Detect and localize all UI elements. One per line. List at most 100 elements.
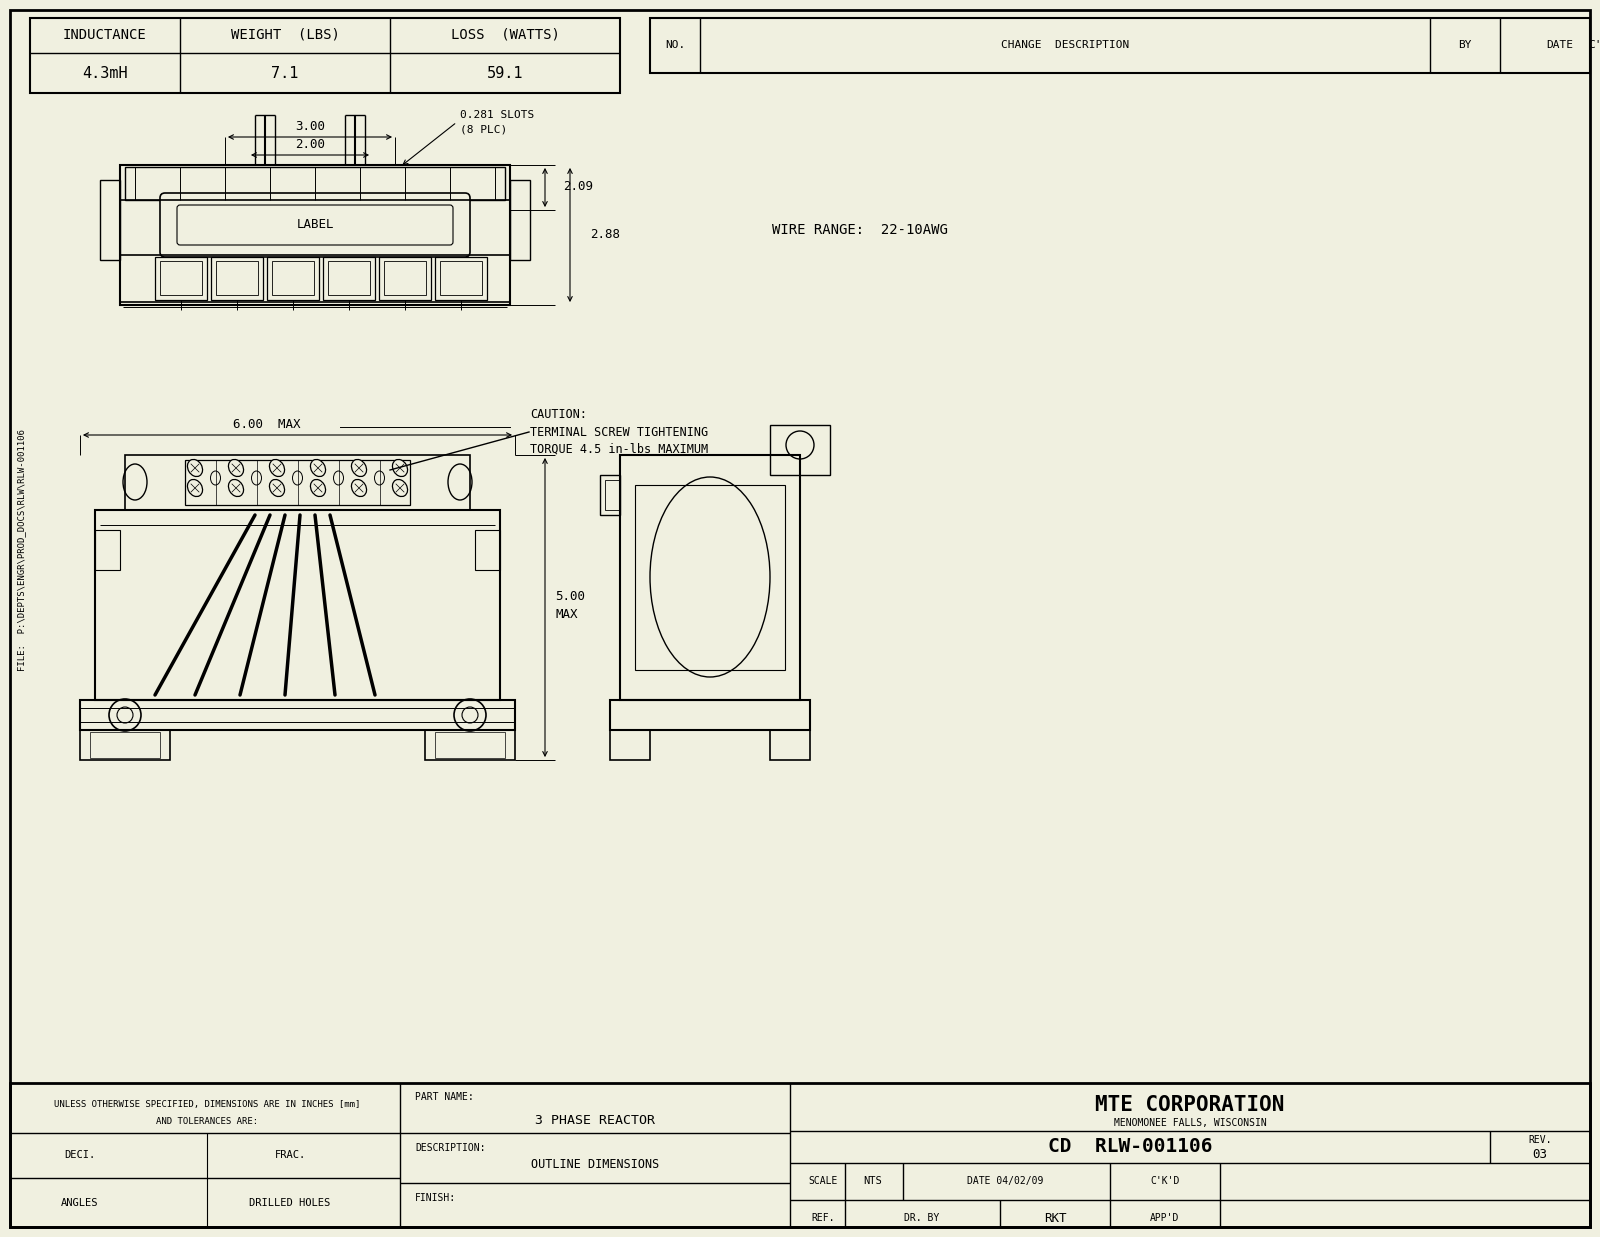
- Ellipse shape: [229, 459, 243, 476]
- Bar: [160, 261, 202, 294]
- Text: 5.00: 5.00: [555, 590, 586, 604]
- Text: NTS: NTS: [864, 1176, 882, 1186]
- Ellipse shape: [269, 480, 285, 496]
- Text: OUTLINE DIMENSIONS: OUTLINE DIMENSIONS: [531, 1159, 659, 1171]
- Text: 6.00  MAX: 6.00 MAX: [234, 418, 301, 432]
- Text: C'K'D: C'K'D: [1150, 1176, 1179, 1186]
- Text: 3 PHASE REACTOR: 3 PHASE REACTOR: [534, 1113, 654, 1127]
- Ellipse shape: [187, 459, 203, 476]
- Bar: [80, 700, 515, 730]
- Bar: [211, 257, 262, 301]
- Text: MAX: MAX: [555, 609, 578, 621]
- Text: UNLESS OTHERWISE SPECIFIED, DIMENSIONS ARE IN INCHES [mm]: UNLESS OTHERWISE SPECIFIED, DIMENSIONS A…: [54, 1101, 360, 1110]
- Bar: [440, 261, 482, 294]
- Text: (8 PLC): (8 PLC): [461, 125, 507, 135]
- Bar: [605, 480, 621, 510]
- Bar: [384, 261, 426, 294]
- FancyBboxPatch shape: [160, 193, 470, 257]
- Text: INDUCTANCE: INDUCTANCE: [62, 28, 147, 42]
- Bar: [475, 529, 499, 570]
- Text: DR. BY: DR. BY: [904, 1213, 939, 1223]
- Text: TORQUE 4.5 in-lbs MAXIMUM: TORQUE 4.5 in-lbs MAXIMUM: [530, 443, 709, 455]
- Bar: [600, 475, 621, 515]
- Text: CD  RLW-001106: CD RLW-001106: [1048, 1137, 1213, 1155]
- Bar: [435, 732, 506, 758]
- Bar: [650, 19, 1590, 73]
- Ellipse shape: [352, 459, 366, 476]
- Text: REF.: REF.: [811, 1213, 835, 1223]
- Text: BY: BY: [1458, 40, 1472, 49]
- Text: REV.: REV.: [1528, 1136, 1552, 1145]
- Ellipse shape: [392, 459, 408, 476]
- Ellipse shape: [392, 480, 408, 496]
- Text: MTE CORPORATION: MTE CORPORATION: [1096, 1095, 1285, 1115]
- Ellipse shape: [352, 480, 366, 496]
- Text: CAUTION:: CAUTION:: [530, 408, 587, 422]
- Ellipse shape: [269, 459, 285, 476]
- Bar: [621, 455, 800, 700]
- Text: DECI.: DECI.: [64, 1150, 96, 1160]
- Bar: [610, 730, 650, 760]
- Bar: [99, 181, 120, 260]
- Text: TERMINAL SCREW TIGHTENING: TERMINAL SCREW TIGHTENING: [530, 426, 709, 438]
- Bar: [426, 730, 515, 760]
- Text: CHANGE  DESCRIPTION: CHANGE DESCRIPTION: [1002, 40, 1130, 49]
- Text: FILE:  P:\DEPTS\ENGR\PROD_DOCS\RLW\RLW-001106: FILE: P:\DEPTS\ENGR\PROD_DOCS\RLW\RLW-00…: [18, 429, 27, 670]
- Text: DATE: DATE: [1547, 40, 1573, 49]
- Text: 4.3mH: 4.3mH: [82, 66, 128, 80]
- Text: 3.00: 3.00: [294, 120, 325, 134]
- Bar: [272, 261, 314, 294]
- Text: 59.1: 59.1: [486, 66, 523, 80]
- Text: MENOMONEE FALLS, WISCONSIN: MENOMONEE FALLS, WISCONSIN: [1114, 1118, 1266, 1128]
- Bar: [30, 19, 621, 93]
- Text: LABEL: LABEL: [296, 219, 334, 231]
- Ellipse shape: [187, 480, 203, 496]
- Text: DESCRIPTION:: DESCRIPTION:: [414, 1143, 485, 1153]
- Bar: [125, 455, 470, 510]
- Bar: [379, 257, 430, 301]
- Bar: [216, 261, 258, 294]
- Bar: [186, 460, 410, 505]
- Bar: [94, 529, 120, 570]
- Bar: [635, 485, 786, 670]
- Text: 0.281 SLOTS: 0.281 SLOTS: [461, 110, 534, 120]
- Bar: [510, 181, 530, 260]
- Bar: [770, 730, 810, 760]
- Bar: [267, 257, 318, 301]
- Text: 2.88: 2.88: [590, 229, 621, 241]
- Text: FINISH:: FINISH:: [414, 1192, 456, 1204]
- Text: NO.: NO.: [666, 40, 685, 49]
- Bar: [770, 426, 830, 475]
- Text: WEIGHT  (LBS): WEIGHT (LBS): [230, 28, 339, 42]
- Bar: [155, 257, 206, 301]
- Text: WIRE RANGE:  22-10AWG: WIRE RANGE: 22-10AWG: [773, 223, 947, 238]
- Text: AND TOLERANCES ARE:: AND TOLERANCES ARE:: [155, 1117, 258, 1126]
- Text: DATE 04/02/09: DATE 04/02/09: [966, 1176, 1043, 1186]
- Bar: [120, 165, 510, 306]
- Text: RKT: RKT: [1043, 1211, 1066, 1225]
- Bar: [94, 510, 499, 700]
- Bar: [90, 732, 160, 758]
- FancyBboxPatch shape: [178, 205, 453, 245]
- Text: 7.1: 7.1: [272, 66, 299, 80]
- Text: PART NAME:: PART NAME:: [414, 1092, 474, 1102]
- Text: ANGLES: ANGLES: [61, 1197, 99, 1209]
- Text: SCALE: SCALE: [808, 1176, 838, 1186]
- Text: 03: 03: [1533, 1148, 1547, 1162]
- Text: APP'D: APP'D: [1150, 1213, 1179, 1223]
- Ellipse shape: [229, 480, 243, 496]
- Text: C'K'D: C'K'D: [1589, 40, 1600, 49]
- Bar: [610, 700, 810, 730]
- Bar: [323, 257, 374, 301]
- Bar: [10, 1084, 1590, 1227]
- Bar: [80, 730, 170, 760]
- Bar: [328, 261, 370, 294]
- Ellipse shape: [310, 480, 325, 496]
- Text: DRILLED HOLES: DRILLED HOLES: [250, 1197, 331, 1209]
- Ellipse shape: [310, 459, 325, 476]
- Bar: [435, 257, 486, 301]
- Text: 2.00: 2.00: [294, 139, 325, 151]
- Text: FRAC.: FRAC.: [274, 1150, 306, 1160]
- Text: 2.09: 2.09: [563, 181, 594, 193]
- Bar: [125, 167, 506, 200]
